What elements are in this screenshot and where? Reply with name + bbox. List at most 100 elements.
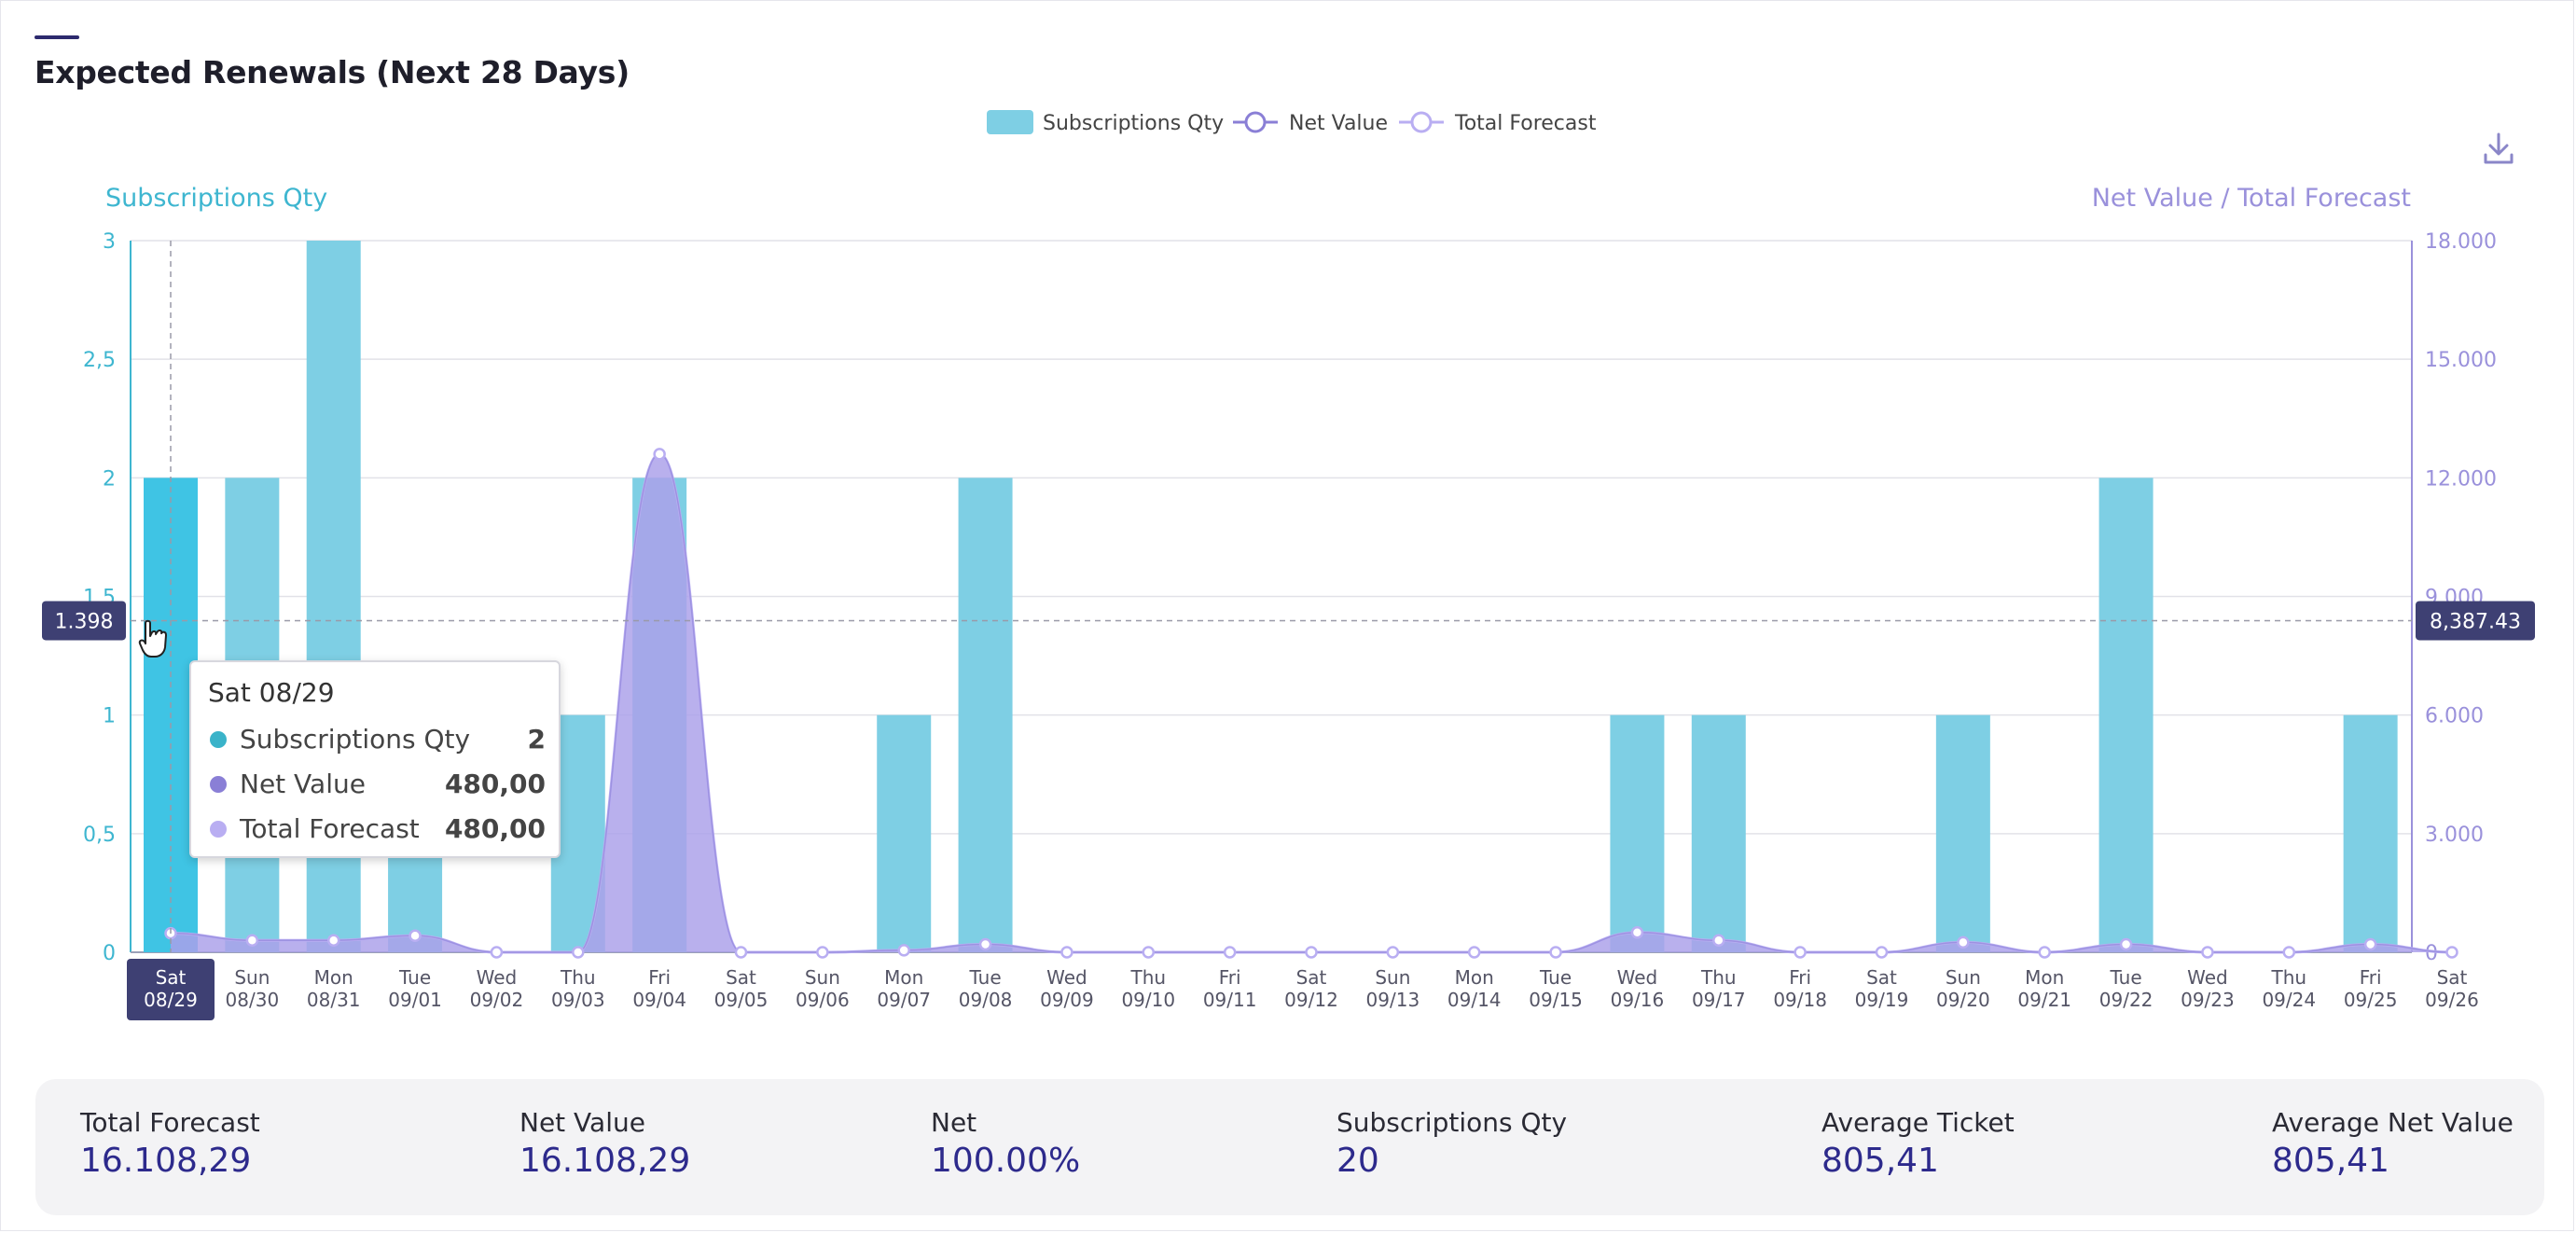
download-button[interactable]: [2481, 131, 2516, 168]
x-tick-day: Sun: [234, 966, 270, 989]
x-tick-day: Wed: [2187, 966, 2228, 989]
x-tick-date: 09/15: [1529, 989, 1583, 1011]
x-tick-day: Sun: [1946, 966, 1981, 989]
data-point: [653, 448, 666, 461]
x-tick-day: Sat: [1296, 966, 1327, 989]
x-tick-date: 09/19: [1855, 989, 1909, 1011]
y-right-tick-label: 0: [2425, 942, 2438, 965]
x-tick-date: 08/31: [307, 989, 361, 1011]
data-point: [734, 946, 748, 959]
x-tick-day: Sat: [726, 966, 756, 989]
x-tick-date: 09/11: [1203, 989, 1257, 1011]
crosshair-right-badge: [2416, 601, 2535, 641]
x-tick-date: 09/08: [959, 989, 1013, 1011]
legend-dot: [210, 776, 227, 793]
x-tick-day: Wed: [1617, 966, 1658, 989]
data-point: [245, 934, 259, 948]
x-tick-date: 09/03: [551, 989, 605, 1011]
data-point: [1549, 946, 1562, 959]
stat-average-ticket: Average Ticket 805,41: [1821, 1107, 2015, 1180]
bar: [958, 478, 1013, 952]
hand-pointer-icon: [138, 619, 167, 658]
net-value-area: [171, 453, 2452, 952]
y-right-tick-label: 12.000: [2425, 467, 2497, 491]
data-point: [1142, 946, 1156, 959]
stat-net: Net 100.00%: [931, 1107, 1080, 1180]
x-tick-day: Fri: [648, 966, 671, 989]
data-point: [2201, 946, 2214, 959]
download-icon: [2484, 132, 2514, 164]
x-tick-date: 09/21: [2017, 989, 2071, 1011]
x-tick-date: 09/16: [1611, 989, 1665, 1011]
stat-value: 805,41: [1821, 1142, 1939, 1180]
stat-total-forecast: Total Forecast 16.108,29: [80, 1107, 260, 1180]
page-title: Expected Renewals (Next 28 Days): [35, 54, 630, 90]
x-tick-day: Wed: [1046, 966, 1087, 989]
x-tick-date: 09/13: [1366, 989, 1420, 1011]
tooltip-value: 480,00: [444, 769, 546, 799]
x-tick-date: 09/22: [2099, 989, 2154, 1011]
data-point: [572, 946, 585, 959]
x-tick-day: Tue: [2109, 966, 2141, 989]
tooltip-row-total-forecast: Total Forecast 480,00: [208, 811, 546, 849]
renewals-chart[interactable]: Subscriptions Qty Net Value Total Forecast…: [0, 0, 2576, 1073]
data-point: [1794, 946, 1807, 959]
stat-label: Average Ticket: [1821, 1107, 2015, 1138]
data-point: [1630, 926, 1644, 939]
y-right-tick-label: 6.000: [2425, 705, 2484, 728]
data-point: [409, 929, 422, 942]
x-tick-day: Thu: [1129, 966, 1166, 989]
x-tick-day: Fri: [2360, 966, 2382, 989]
tooltip-value: 2: [527, 724, 546, 755]
data-point: [2119, 937, 2133, 951]
x-tick-date: 08/30: [226, 989, 280, 1011]
stat-label: Net Value: [519, 1107, 645, 1138]
crosshair-left-badge: [42, 601, 126, 641]
x-tick-date: 09/02: [470, 989, 524, 1011]
crosshair-right-value: 8,387.43: [2430, 610, 2521, 633]
total-forecast-area: [171, 453, 2452, 952]
stat-label: Average Net Value: [2272, 1107, 2514, 1138]
data-point: [978, 937, 992, 951]
stat-value: 16.108,29: [80, 1142, 252, 1180]
x-tick-day: Mon: [2025, 966, 2064, 989]
x-tick-date: 09/17: [1692, 989, 1746, 1011]
legend-marker-total-forecast: [1410, 111, 1433, 133]
stat-value: 100.00%: [931, 1142, 1081, 1180]
y-left-tick-label: 2,5: [83, 349, 116, 372]
bar: [1935, 714, 1990, 952]
x-tick-day: Fri: [1789, 966, 1811, 989]
x-tick-date: 09/26: [2425, 989, 2479, 1011]
x-tick-date: 09/23: [2181, 989, 2235, 1011]
x-tick-day: Sat: [2437, 966, 2468, 989]
y-left-tick-label: 0,5: [83, 824, 116, 847]
x-tick-day: Thu: [560, 966, 596, 989]
x-tick-day: Tue: [398, 966, 431, 989]
x-tick-day: Tue: [1539, 966, 1572, 989]
data-point: [2038, 946, 2051, 959]
x-tick-day: Mon: [314, 966, 353, 989]
x-tick-day: Wed: [477, 966, 518, 989]
title-accent: [35, 35, 79, 39]
x-tick-day: Mon: [884, 966, 923, 989]
x-tick-date: 09/10: [1121, 989, 1175, 1011]
y-right-tick-label: 15.000: [2425, 349, 2497, 372]
tooltip-label: Net Value: [240, 769, 366, 799]
y-left-axis-title: Subscriptions Qty: [105, 184, 327, 213]
x-tick-date: 09/14: [1447, 989, 1502, 1011]
x-tick-date: 09/05: [714, 989, 769, 1011]
x-tick-date: 09/20: [1936, 989, 1990, 1011]
legend-label-subscriptions: Subscriptions Qty: [1043, 112, 1224, 135]
stat-label: Total Forecast: [80, 1107, 260, 1138]
stat-subscriptions-qty: Subscriptions Qty 20: [1336, 1107, 1567, 1180]
crosshair-left-value: 1.398: [55, 610, 114, 633]
data-point: [1957, 935, 1970, 949]
legend-dot: [210, 731, 227, 748]
legend-marker-net-value: [1244, 111, 1267, 133]
y-left-tick-label: 3: [103, 230, 116, 254]
bar: [877, 714, 932, 952]
x-tick-day: Thu: [1700, 966, 1737, 989]
stat-label: Net: [931, 1107, 977, 1138]
x-tick-date: 09/24: [2262, 989, 2316, 1011]
